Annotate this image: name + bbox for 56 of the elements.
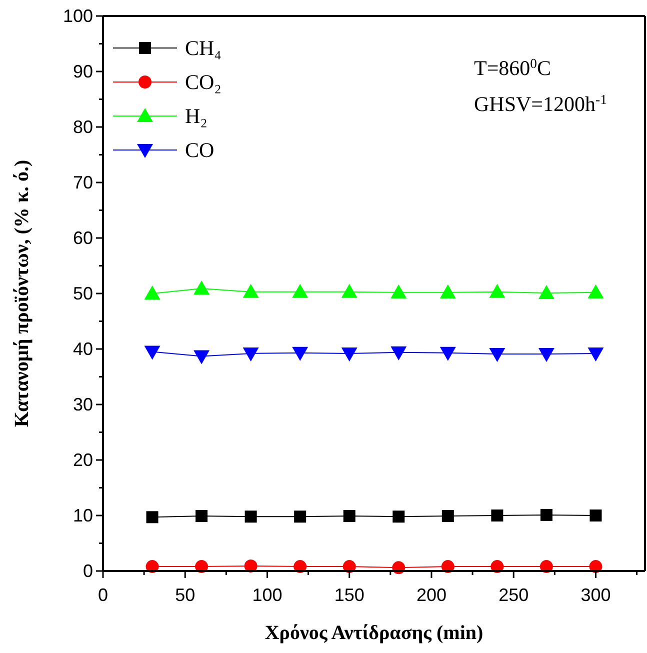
- point: [242, 347, 259, 362]
- y-tick-label: 80: [72, 117, 93, 137]
- x-tick-label: 0: [98, 585, 108, 605]
- point: [294, 510, 306, 523]
- point: [590, 510, 602, 522]
- y-tick-label: 0: [82, 561, 93, 581]
- point: [144, 346, 160, 360]
- point: [341, 284, 358, 298]
- point: [538, 284, 554, 299]
- y-tick-label: 50: [72, 284, 93, 304]
- point: [491, 510, 504, 522]
- y-tick-label: 60: [72, 228, 93, 248]
- legend-label: CH₄: [185, 36, 222, 60]
- point: [292, 284, 308, 298]
- y-axis-title: Κατανομή προϊόντων, (% κ. ό.): [11, 160, 33, 428]
- x-tick-label: 150: [334, 585, 364, 605]
- point: [194, 280, 210, 295]
- point: [588, 347, 604, 362]
- point: [440, 284, 456, 298]
- legend-label: H₂: [185, 104, 208, 128]
- point: [341, 347, 358, 362]
- annotation: T=860$^{0}$C: [474, 56, 552, 80]
- x-axis-title: Χρόνος Αντίδρασης (min): [264, 622, 484, 644]
- legend-label: CO: [185, 138, 214, 162]
- y-tick-label: 70: [72, 172, 93, 192]
- point: [244, 510, 257, 523]
- point: [588, 284, 604, 298]
- y-tick-label: 40: [72, 339, 93, 359]
- point: [489, 348, 506, 362]
- y-tick-label: 90: [72, 62, 93, 82]
- x-tick-label: 300: [580, 585, 611, 605]
- point: [489, 284, 506, 298]
- y-tick-label: 100: [62, 6, 93, 26]
- point: [194, 350, 210, 364]
- x-tick-label: 200: [416, 585, 447, 605]
- x-tick-label: 50: [175, 585, 196, 605]
- point: [292, 346, 308, 361]
- point: [392, 510, 405, 523]
- point: [538, 348, 554, 362]
- y-tick-label: 30: [72, 394, 93, 414]
- point: [242, 284, 259, 298]
- point: [146, 511, 158, 524]
- x-tick-label: 250: [498, 585, 529, 605]
- y-tick-label: 20: [72, 450, 93, 470]
- point: [442, 510, 454, 522]
- y-tick-label: 10: [72, 506, 93, 526]
- point: [343, 510, 356, 522]
- point: [390, 284, 407, 298]
- point: [440, 346, 456, 361]
- point: [540, 508, 552, 521]
- point: [196, 510, 208, 522]
- x-tick-label: 100: [252, 585, 282, 605]
- point: [144, 286, 160, 300]
- legend-label: CO₂: [185, 70, 222, 94]
- point: [390, 346, 407, 360]
- annotation: GHSV=1200h$^{-1}$: [474, 92, 607, 116]
